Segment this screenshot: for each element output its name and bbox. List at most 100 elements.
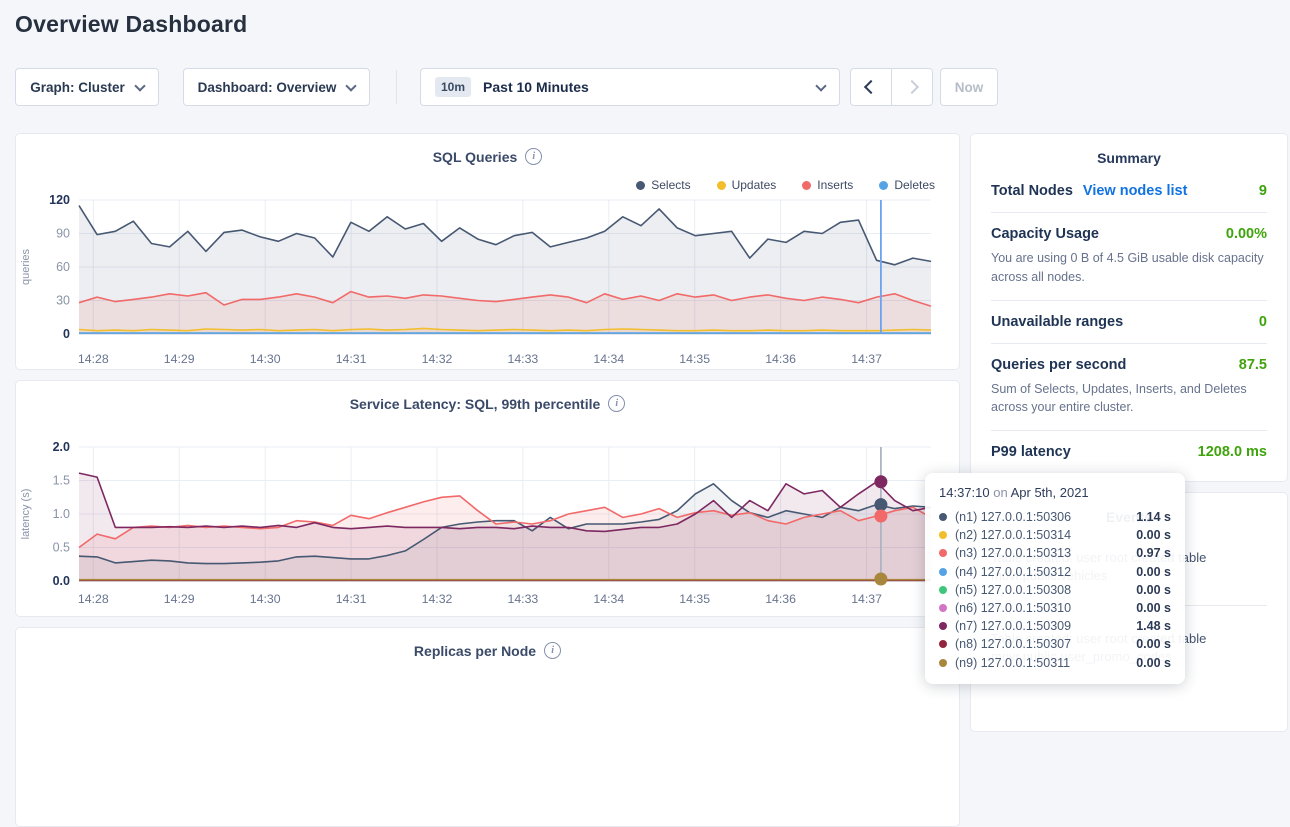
tooltip-node-label: (n8) 127.0.0.1:50307: [955, 637, 1072, 652]
page-title: Overview Dashboard: [15, 11, 248, 37]
svg-text:14:30: 14:30: [250, 592, 281, 606]
summary-value: 87.5: [1238, 356, 1267, 373]
chevron-down-icon: [345, 79, 358, 92]
legend-item-selects[interactable]: Selects: [636, 178, 691, 192]
tooltip-on: on: [993, 485, 1008, 500]
time-prev-button[interactable]: [851, 69, 892, 105]
svg-text:14:34: 14:34: [593, 352, 624, 366]
legend-label: Inserts: [817, 178, 854, 192]
tooltip-node-label: (n5) 127.0.0.1:50308: [955, 582, 1072, 597]
svg-text:1.5: 1.5: [53, 474, 70, 488]
svg-text:14:32: 14:32: [422, 352, 453, 366]
summary-row-total-nodes: Total Nodes View nodes list 9: [991, 170, 1267, 213]
graph-dropdown[interactable]: Graph: Cluster: [15, 68, 159, 106]
tooltip-node-label: (n6) 127.0.0.1:50310: [955, 601, 1072, 616]
unavailable-ranges-value: 0: [1258, 313, 1267, 330]
node-dot-icon: [939, 622, 947, 631]
tooltip-row: (n3) 127.0.0.1:50313 0.97 s: [939, 544, 1171, 562]
legend-dot-icon: [716, 180, 726, 190]
svg-text:0.5: 0.5: [53, 541, 70, 555]
capacity-usage-value: 0.00%: [1225, 226, 1267, 242]
tooltip-node-label: (n2) 127.0.0.1:50314: [955, 528, 1072, 543]
info-icon[interactable]: i: [608, 395, 626, 412]
legend-dot-icon: [879, 180, 889, 190]
legend-item-deletes[interactable]: Deletes: [879, 178, 935, 192]
summary-description: Sum of Selects, Updates, Inserts, and De…: [991, 381, 1247, 415]
tooltip-node-label: (n9) 127.0.0.1:50311: [955, 655, 1071, 670]
tooltip-node-value: 0.97 s: [1136, 546, 1171, 561]
summary-label: P99 latency: [991, 444, 1071, 460]
svg-text:120: 120: [49, 193, 70, 207]
service-latency-card: Service Latency: SQL, 99th percentile i …: [15, 380, 960, 617]
legend-label: Updates: [731, 178, 777, 192]
tooltip-node-value: 0.00 s: [1136, 637, 1171, 652]
svg-text:14:37: 14:37: [851, 592, 882, 606]
service-latency-title-row: Service Latency: SQL, 99th percentile i: [16, 395, 959, 412]
node-dot-icon: [939, 567, 947, 576]
replicas-title: Replicas per Node: [413, 642, 537, 659]
sql-queries-title-row: SQL Queries i: [16, 148, 959, 165]
svg-text:14:32: 14:32: [422, 592, 453, 606]
svg-text:14:30: 14:30: [250, 352, 281, 366]
svg-text:1.0: 1.0: [53, 507, 70, 521]
summary-value: 1208.0 ms: [1197, 444, 1267, 460]
svg-text:latency (s): latency (s): [20, 489, 32, 540]
chevron-down-icon: [815, 79, 827, 92]
summary-label: Queries per second: [991, 356, 1127, 373]
info-icon[interactable]: i: [544, 642, 562, 659]
tooltip-row: (n2) 127.0.0.1:50314 0.00 s: [939, 526, 1171, 544]
svg-text:14:35: 14:35: [679, 352, 710, 366]
node-dot-icon: [939, 604, 947, 613]
controls-divider: [396, 70, 397, 104]
svg-text:14:36: 14:36: [765, 592, 796, 606]
tooltip-node-value: 0.00 s: [1136, 564, 1171, 579]
total-nodes-label: Total Nodes: [991, 183, 1073, 199]
dashboard-dropdown[interactable]: Dashboard: Overview: [183, 68, 370, 106]
replicas-per-node-card: Replicas per Node i: [15, 627, 960, 827]
capacity-usage-description: You are using 0 B of 4.5 GiB usable disk…: [991, 251, 1264, 284]
svg-text:14:28: 14:28: [78, 592, 109, 606]
svg-text:14:36: 14:36: [765, 352, 796, 366]
node-dot-icon: [939, 640, 947, 649]
svg-text:0.0: 0.0: [53, 574, 70, 588]
node-dot-icon: [939, 549, 947, 558]
tooltip-node-value: 0.00 s: [1136, 528, 1171, 543]
time-range-dropdown[interactable]: 10m Past 10 Minutes: [420, 68, 840, 106]
svg-text:14:29: 14:29: [164, 352, 195, 366]
info-icon[interactable]: i: [525, 148, 543, 165]
tooltip-node-label: (n7) 127.0.0.1:50309: [955, 619, 1072, 634]
tooltip-row: (n1) 127.0.0.1:50306 1.14 s: [939, 508, 1171, 526]
replicas-title-row: Replicas per Node i: [16, 642, 959, 659]
node-dot-icon: [939, 531, 947, 540]
now-button[interactable]: Now: [940, 68, 998, 106]
legend-item-inserts[interactable]: Inserts: [802, 178, 853, 192]
svg-text:30: 30: [56, 294, 70, 308]
tooltip-node-value: 0.00 s: [1136, 582, 1171, 597]
time-range-label: Past 10 Minutes: [483, 79, 589, 95]
sql-queries-chart[interactable]: 0 30 60 90 120 14:28 14:29 14:30 14:31 14:32 14:33…: [16, 190, 961, 370]
service-latency-chart[interactable]: 0.0 0.5 1.0 1.5 2.0 14:28 14:29 14:30 14:31 14:32…: [16, 415, 961, 610]
total-nodes-value: 9: [1258, 183, 1267, 199]
time-step-buttons: [850, 68, 933, 106]
chevron-left-icon: [863, 79, 879, 95]
legend-item-updates[interactable]: Updates: [716, 178, 777, 192]
tooltip-node-value: 0.00 s: [1136, 655, 1171, 670]
sql-queries-legend: Selects Updates Inserts Deletes: [636, 178, 935, 192]
tooltip-row: (n5) 127.0.0.1:50308 0.00 s: [939, 581, 1171, 599]
tooltip-row: (n9) 127.0.0.1:50311 0.00 s: [939, 654, 1171, 672]
view-nodes-list-link[interactable]: View nodes list: [1082, 183, 1188, 199]
svg-text:queries: queries: [20, 248, 32, 285]
tooltip-node-label: (n3) 127.0.0.1:50313: [955, 546, 1072, 561]
summary-row-unavailable-ranges: Unavailable ranges 0: [991, 301, 1267, 344]
tooltip-node-label: (n4) 127.0.0.1:50312: [955, 564, 1072, 579]
tooltip-date: Apr 5th, 2021: [1010, 485, 1089, 500]
legend-label: Deletes: [894, 178, 935, 192]
summary-row-capacity: Capacity Usage 0.00% You are using 0 B o…: [991, 213, 1267, 301]
summary-panel: Summary Total Nodes View nodes list 9 Ca…: [970, 133, 1288, 482]
svg-text:14:37: 14:37: [851, 352, 882, 366]
summary-row-p99-latency: P99 latency 1208.0 ms: [991, 431, 1267, 473]
svg-text:90: 90: [56, 227, 70, 241]
node-dot-icon: [939, 513, 947, 522]
sql-queries-title: SQL Queries: [432, 148, 518, 165]
time-next-button[interactable]: [892, 69, 932, 105]
